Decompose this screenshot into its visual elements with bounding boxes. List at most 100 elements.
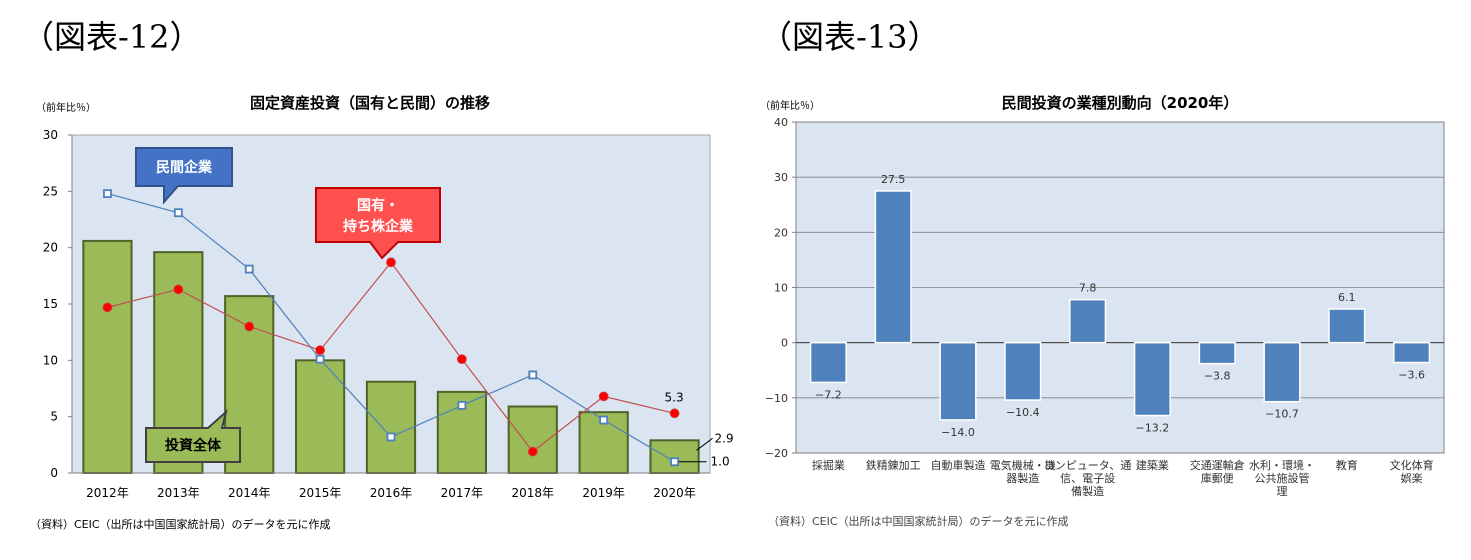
chart12-point-state <box>598 391 609 402</box>
chart12-y-tick-label: 5 <box>50 410 58 424</box>
chart13-bar <box>809 341 847 384</box>
chart12-y-tick-label: 25 <box>43 184 58 198</box>
chart13-x-tick-label: 娯楽 <box>1401 471 1423 485</box>
chart12-point-state <box>315 345 326 356</box>
chart12-point-state <box>456 354 467 365</box>
chart13-y-tick-label: 0 <box>781 337 788 350</box>
chart13-bar <box>1393 341 1431 364</box>
figure-13-label: （図表-13） <box>760 18 940 56</box>
chart12-y-tick-label: 15 <box>43 297 58 311</box>
chart12-x-tick-label: 2016年 <box>370 486 413 500</box>
chart12-point-private <box>103 189 112 198</box>
chart12-callout-total-label: 投資全体 <box>165 437 222 454</box>
chart12-bar-total <box>649 439 700 474</box>
chart12-leader-line <box>696 437 713 451</box>
chart13-title: 民間投資の業種別動向（2020年） <box>1002 94 1239 112</box>
chart12-data-label-private-2020: 1.0 <box>711 455 730 469</box>
chart13-x-tick-label: 器製造 <box>1006 471 1039 485</box>
chart13-x-tick-label: 庫郵便 <box>1201 471 1234 485</box>
chart13-bar <box>1328 308 1366 344</box>
chart12-y-tick-label: 20 <box>43 241 58 255</box>
chart12-data-label-total-2020: 2.9 <box>715 431 734 445</box>
chart13-y-tick-label: −10 <box>765 392 788 405</box>
fixed-asset-investment-chart: 固定資産投資（国有と民間）の推移 （前年比％） 0 5 10 15 20 25 30 2012… <box>30 94 734 531</box>
chart12-point-state <box>244 321 255 332</box>
chart13-source: （資料）CEIC（出所は中国国家統計局）のデータを元に作成 <box>768 514 1069 528</box>
chart12-x-tick-label: 2012年 <box>86 486 129 500</box>
chart12-source: （資料）CEIC（出所は中国国家統計局）のデータを元に作成 <box>30 517 331 531</box>
chart12-x-tick-label: 2020年 <box>653 486 696 500</box>
chart12-callout-state-label: 持ち株企業 <box>343 218 414 235</box>
chart12-callout-private-label: 民間企業 <box>156 159 213 176</box>
chart12-callout-total <box>145 409 241 463</box>
chart13-y-tick-label: 30 <box>774 171 788 184</box>
chart13-data-label: −10.7 <box>1265 408 1299 421</box>
chart12-point-state <box>102 302 113 313</box>
chart12-bar-total <box>295 359 346 475</box>
chart13-x-tick-label: 理 <box>1277 485 1288 498</box>
chart12-x-tick-label: 2018年 <box>512 486 555 500</box>
chart12-point-private <box>457 400 467 410</box>
chart13-data-label: −3.8 <box>1204 370 1231 383</box>
chart13-x-tick-label: 電気機械・機 <box>990 458 1056 472</box>
chart12-point-private <box>599 415 609 425</box>
chart13-x-tick-label: 信、電子設 <box>1060 471 1115 485</box>
chart12-point-state <box>669 408 680 419</box>
chart13-bar <box>1263 341 1301 403</box>
chart12-point-private <box>386 432 396 442</box>
chart12-point-state <box>527 446 538 457</box>
chart13-y-tick-label: 40 <box>774 116 788 129</box>
chart12-y-tick-label: 10 <box>43 353 58 367</box>
chart13-x-tick-label: 教育 <box>1336 458 1358 472</box>
chart12-x-tick-label: 2013年 <box>157 486 200 500</box>
chart12-point-private <box>528 370 538 380</box>
chart13-bar <box>874 190 912 344</box>
chart13-y-tick-label: −20 <box>765 447 788 460</box>
chart13-x-tick-label: 採掘業 <box>812 458 845 472</box>
chart12-point-private <box>670 457 679 467</box>
chart12-callout-private <box>135 147 233 205</box>
chart12-bar-total <box>578 411 629 475</box>
chart13-x-tick-label: 文化体育 <box>1390 458 1434 472</box>
chart13-y-unit: （前年比％） <box>760 99 820 112</box>
chart13-bar <box>1133 341 1171 417</box>
chart13-y-tick-label: 10 <box>774 282 788 295</box>
chart13-data-label: −13.2 <box>1136 421 1170 434</box>
chart13-bar <box>1198 341 1236 365</box>
chart13-data-label: −3.6 <box>1398 369 1425 382</box>
figure-12-label: （図表-12） <box>22 18 202 56</box>
chart13-x-tick-label: 公共施設管 <box>1255 471 1310 485</box>
chart12-callout-state <box>315 187 441 260</box>
chart12-point-private <box>315 354 325 364</box>
chart13-x-tick-label: 水利・環境・ <box>1249 458 1315 472</box>
chart12-y-tick-label: 30 <box>43 128 58 142</box>
chart13-data-label: −14.0 <box>941 426 975 439</box>
chart13-data-label: −10.4 <box>1006 406 1040 419</box>
chart12-y-unit: （前年比％） <box>36 101 96 114</box>
chart12-x-tick-label: 2015年 <box>299 486 342 500</box>
chart13-bar <box>939 341 977 421</box>
chart13-y-tick-label: 20 <box>774 226 788 239</box>
chart13-bar <box>1069 298 1107 344</box>
chart12-x-tick-label: 2019年 <box>582 486 625 500</box>
chart12-point-state <box>386 257 396 268</box>
chart12-callout-state-label: 国有・ <box>357 197 399 214</box>
chart13-data-label: −7.2 <box>815 388 842 401</box>
chart13-data-label: 7.8 <box>1079 282 1097 295</box>
chart13-bar <box>1004 341 1042 401</box>
chart13-x-tick-label: 建築業 <box>1136 458 1169 472</box>
chart13-x-tick-label: 鉄精錬加工 <box>866 458 921 472</box>
chart12-title: 固定資産投資（国有と民間）の推移 <box>250 94 490 112</box>
chart13-x-tick-label: コンピュータ、通 <box>1044 459 1132 472</box>
chart12-y-tick-label: 0 <box>50 466 58 480</box>
chart12-point-private <box>244 264 254 274</box>
chart12-data-label-state-2020: 5.3 <box>665 390 684 404</box>
chart12-x-tick-label: 2014年 <box>228 486 271 500</box>
chart12-point-private <box>173 208 183 218</box>
chart13-x-tick-label: 交通運輸倉 <box>1190 458 1245 472</box>
chart13-data-label: 6.1 <box>1338 291 1356 304</box>
chart13-x-tick-label: 自動車製造 <box>931 458 986 472</box>
chart12-x-tick-label: 2017年 <box>441 486 484 500</box>
chart12-point-state <box>173 284 184 295</box>
